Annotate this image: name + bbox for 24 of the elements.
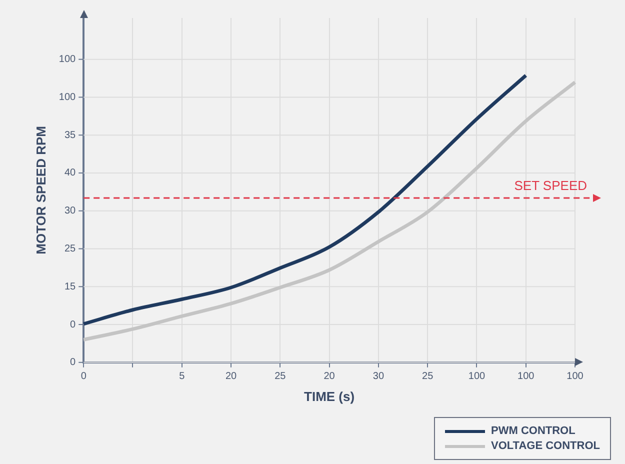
x-axis-title: TIME (s)	[304, 388, 355, 404]
text: 25	[64, 244, 76, 254]
text: 40	[64, 168, 76, 179]
legend-label: PWM CONTROL	[491, 425, 576, 437]
x-tick-label: 100	[468, 371, 486, 382]
x-tick-label: 100	[566, 371, 584, 382]
x-tick-label: 25	[422, 371, 434, 382]
x-tick-label: 100	[518, 371, 535, 382]
text: 0	[70, 319, 76, 330]
text: 0	[70, 357, 76, 368]
x-tick-label: 0	[80, 371, 87, 382]
x-tick-label: 20	[324, 371, 336, 382]
text: 30	[64, 206, 76, 217]
text: 15	[64, 281, 76, 292]
x-tick-label: 25	[274, 371, 286, 382]
x-tick-label: 20	[225, 371, 238, 382]
y-axis-title: MOTOR SPEED RPM	[33, 126, 48, 254]
x-tick-label: 30	[372, 371, 384, 382]
ref-line-label: SET SPEED	[514, 178, 587, 193]
legend-label: VOLTAGE CONTROL	[491, 440, 600, 452]
x-tick-label: 5	[179, 371, 186, 382]
text: 35	[64, 130, 76, 141]
text: 100	[58, 92, 76, 103]
text: 100	[58, 54, 76, 66]
